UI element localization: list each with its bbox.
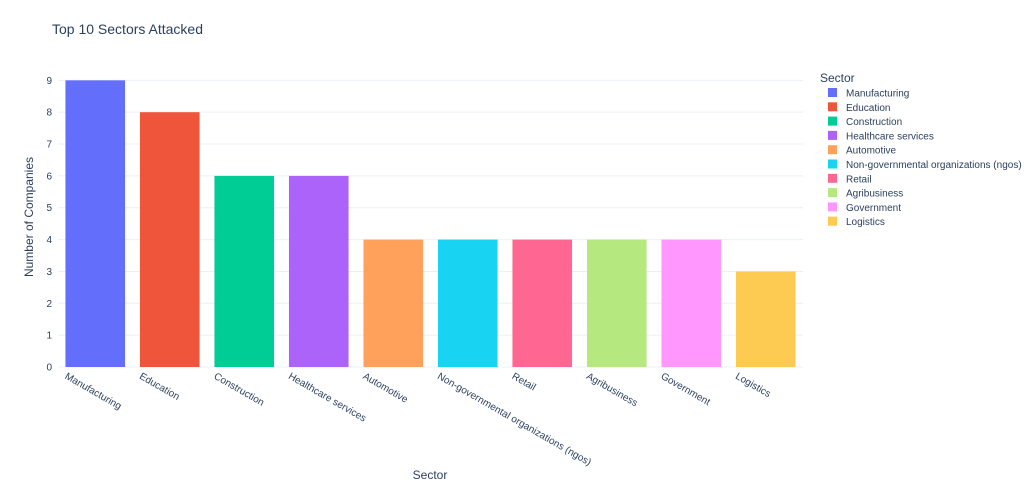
y-axis-title: Number of Companies	[22, 157, 36, 277]
bar	[735, 271, 796, 367]
x-tick-label: Retail	[510, 371, 538, 393]
legend-swatch	[828, 116, 837, 126]
x-tick-label: Construction	[212, 371, 266, 409]
bar	[363, 239, 424, 367]
y-tick-label: 1	[46, 331, 52, 342]
x-axis-ticks: Manufacturing Education Construction Health…	[63, 371, 773, 468]
legend-swatch	[828, 202, 837, 212]
x-tick-label: Government	[659, 371, 712, 408]
x-tick-label: Automotive	[361, 371, 410, 406]
x-tick-label: Agribusiness	[584, 371, 639, 409]
legend-swatch	[828, 102, 837, 112]
y-tick-label: 8	[46, 108, 52, 119]
legend-item: Education	[846, 103, 890, 114]
bar	[586, 239, 647, 367]
y-axis-ticks: 0 1 2 3 4 5 6 7 8 9	[46, 76, 52, 374]
legend-item: Construction	[846, 117, 902, 128]
legend-item: Non-governmental organizations (ngos)	[846, 160, 1022, 171]
x-tick-label: Healthcare services	[286, 371, 368, 424]
legend-item: Manufacturing	[846, 89, 909, 100]
legend-item: Government	[846, 203, 901, 214]
legend-item: Healthcare services	[846, 131, 934, 142]
bars	[65, 80, 796, 368]
bar	[65, 80, 126, 367]
bar	[512, 239, 573, 367]
x-axis-title: Sector	[413, 468, 448, 482]
y-tick-label: 3	[46, 267, 52, 278]
bar	[437, 239, 498, 367]
y-tick-label: 7	[46, 140, 52, 151]
x-tick-label: Logistics	[733, 371, 772, 400]
legend-swatch	[828, 130, 837, 140]
legend-swatch	[828, 145, 837, 155]
y-tick-label: 4	[46, 235, 52, 246]
legend-swatch	[828, 173, 837, 183]
bar	[288, 175, 349, 367]
chart-title: Top 10 Sectors Attacked	[52, 21, 203, 37]
legend: Sector Manufacturing Education Constructio…	[820, 71, 1022, 228]
bar	[139, 112, 200, 368]
legend-swatch	[828, 88, 837, 97]
legend-item: Automotive	[846, 146, 896, 157]
y-tick-label: 0	[46, 363, 52, 374]
legend-item: Retail	[846, 174, 872, 185]
legend-title: Sector	[820, 71, 855, 85]
x-tick-label: Education	[137, 371, 181, 403]
x-tick-label: Manufacturing	[63, 371, 123, 412]
bar	[661, 239, 722, 367]
legend-swatch	[828, 216, 837, 226]
legend-swatch	[828, 159, 837, 169]
legend-item: Agribusiness	[846, 189, 903, 200]
bar	[214, 175, 275, 367]
y-tick-label: 2	[46, 299, 52, 310]
y-tick-label: 6	[46, 171, 52, 182]
x-tick-label: Non-governmental organizations (ngos)	[435, 371, 593, 468]
legend-item: Logistics	[846, 217, 885, 228]
y-tick-label: 9	[46, 76, 52, 87]
legend-swatch	[828, 188, 837, 198]
y-tick-label: 5	[46, 203, 52, 214]
